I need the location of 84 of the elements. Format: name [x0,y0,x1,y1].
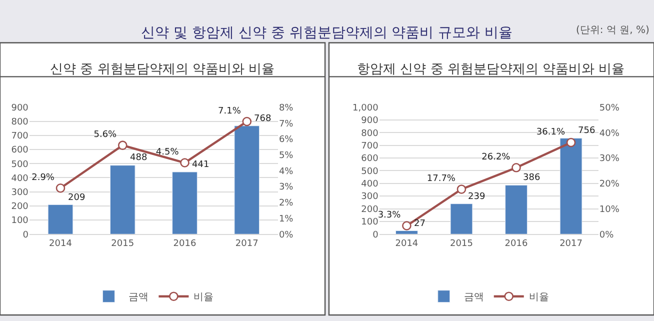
y-tick-label: 200 [361,204,379,215]
y-tick-label: 1,000 [352,103,379,114]
text: 신약 및 항암제 신약 중 위험분담약제의 약품비 규모와 비율 [141,25,513,41]
y2-tick-label: 7% [278,119,294,130]
x-tick-label: 2017 [235,238,258,249]
bar [396,230,418,234]
y2-tick-label: 50% [599,103,620,114]
y-tick-label: 700 [361,141,379,152]
y-tick-label: 300 [361,192,379,202]
legend-label: 비율 [194,292,214,304]
data-label: 3.3% [378,210,402,221]
point [402,221,412,230]
y-tick-label: 0 [372,230,379,240]
bar [48,204,74,234]
y2-tick-label: 0% [599,230,614,240]
data-label: 36.1% [536,127,566,138]
x-tick-label: 2016 [504,238,528,249]
y-tick-label: 500 [11,160,29,170]
y-tick-label: 700 [11,132,29,142]
y2-tick-label: 5% [278,150,294,161]
chart-title: 신약 중 위험분담약제의 약품비와 비율 [50,62,275,77]
x-tick-label: 2017 [560,238,582,249]
legend-label: 금액 [128,292,149,304]
y-tick-label: 0 [22,230,29,240]
y2-tick-label: 4% [278,166,294,177]
y2-tick-label: 6% [278,135,294,146]
y-tick-label: 100 [11,216,29,226]
data-label: 756 [578,126,596,136]
y-tick-label: 500 [361,166,379,177]
data-label: 4.5% [156,148,180,158]
data-label: 7.1% [218,106,242,116]
y2-tick-label: 0% [278,230,294,240]
bar [450,204,473,234]
bar [505,184,528,234]
x-tick-label: 2014 [49,238,72,249]
point [512,163,521,172]
y2-tick-label: 3% [278,182,294,193]
text: (단위: 억 원, %) [576,25,650,36]
point [56,183,66,193]
point [566,138,576,148]
data-label: 386 [523,173,540,183]
data-label: 488 [130,153,148,163]
legend-label: 비율 [528,292,549,304]
bar [560,138,582,234]
y-tick-label: 900 [361,116,379,126]
y-tick-label: 800 [11,118,29,128]
y2-tick-label: 8% [278,103,294,114]
y2-tick-label: 1% [278,214,294,224]
data-label: 26.2% [482,152,511,162]
data-label: 5.6% [94,130,118,140]
x-tick-label: 2016 [173,238,196,249]
y2-tick-label: 40% [599,128,620,139]
y-tick-label: 600 [361,154,379,164]
data-label: 768 [254,114,272,124]
x-tick-label: 2015 [450,238,473,249]
data-label: 27 [414,219,426,229]
x-tick-label: 2014 [395,238,418,249]
data-label: 441 [192,160,210,170]
chart-title: 항암제 신약 중 위험분담약제의 약품비와 비율 [357,62,625,77]
data-label: 2.9% [32,172,55,183]
point [242,116,252,126]
y-tick-label: 400 [11,174,29,184]
y-tick-label: 200 [11,202,29,212]
data-label: 239 [468,192,486,202]
y-tick-label: 100 [361,218,379,228]
bar [234,126,260,234]
point [456,184,466,194]
point [118,140,128,150]
y2-tick-label: 10% [599,204,620,215]
y2-tick-label: 20% [599,180,620,190]
data-label: 17.7% [426,174,456,184]
y-tick-label: 400 [361,180,379,190]
y-tick-label: 600 [11,146,29,156]
bar [110,165,136,234]
y-tick-label: 900 [11,103,29,114]
legend-label: 금액 [464,292,484,304]
data-label: 209 [68,193,86,203]
y-tick-label: 800 [361,128,379,139]
y2-tick-label: 30% [599,154,620,164]
point [180,158,190,168]
x-tick-label: 2015 [111,238,134,249]
bar [172,172,198,234]
y-tick-label: 300 [11,188,29,198]
y2-tick-label: 2% [278,198,294,209]
